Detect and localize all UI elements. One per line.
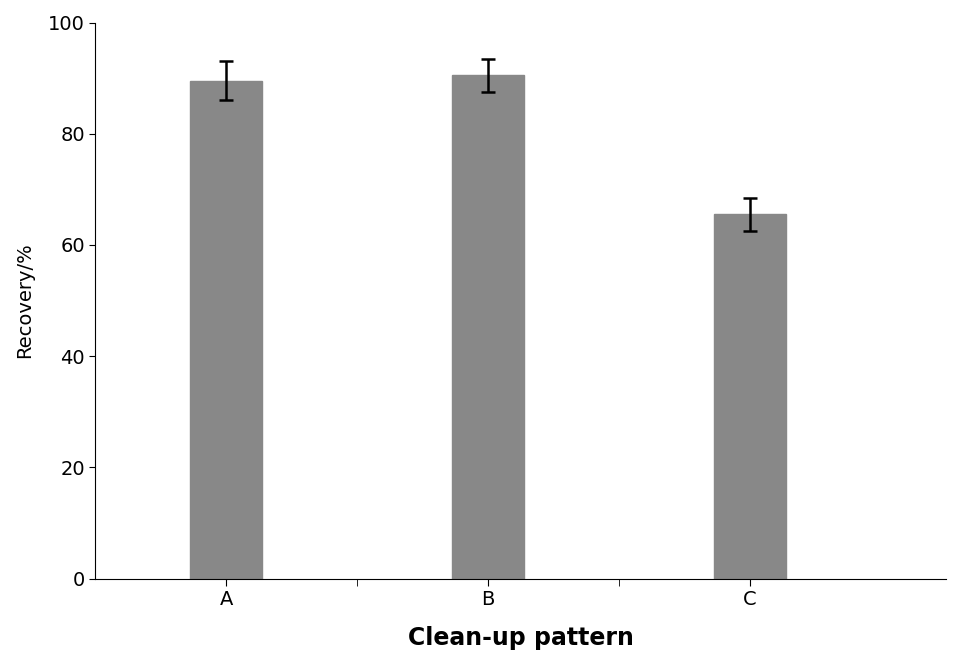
- Bar: [452, 75, 524, 579]
- X-axis label: Clean-up pattern: Clean-up pattern: [407, 626, 633, 650]
- Y-axis label: Recovery/%: Recovery/%: [15, 243, 34, 358]
- Bar: [714, 214, 786, 579]
- Bar: [190, 81, 262, 579]
